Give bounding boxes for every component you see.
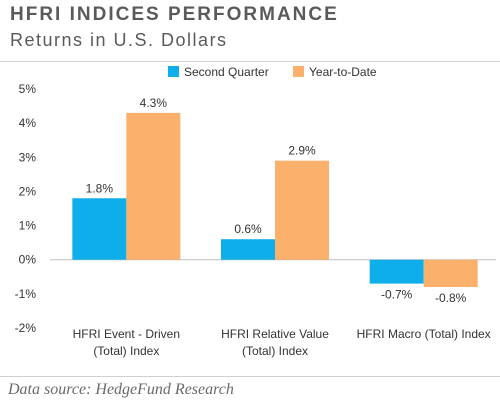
- bar: [423, 259, 478, 288]
- legend-swatch: [168, 66, 179, 77]
- y-tick-label: 4%: [19, 116, 37, 130]
- bar: [126, 112, 181, 260]
- data-label: -0.8%: [435, 291, 467, 305]
- data-label: -0.7%: [381, 288, 413, 302]
- bar: [275, 160, 329, 260]
- category-label: HFRI Event - Driven: [73, 327, 180, 341]
- chart-title: HFRI INDICES PERFORMANCE: [10, 4, 339, 25]
- data-source-note: Data source: HedgeFund Research: [8, 381, 234, 398]
- bar: [72, 198, 127, 260]
- bar: [221, 239, 275, 260]
- legend-label: Second Quarter: [184, 65, 269, 79]
- y-tick-label: 2%: [19, 184, 37, 198]
- y-tick-label: 1%: [19, 219, 37, 233]
- data-label: 0.6%: [234, 222, 262, 236]
- legend-swatch: [293, 66, 304, 77]
- bar-chart: 5% 4% 3% 2% 1% 0% -1% -2% Second Quarter Year-to-…: [15, 65, 496, 358]
- chart-subtitle: Returns in U.S. Dollars: [10, 30, 228, 50]
- y-tick-label: 0%: [19, 253, 37, 267]
- category-label: HFRI Macro (Total) Index: [357, 327, 491, 341]
- y-tick-label: -2%: [15, 321, 37, 335]
- category-label: HFRI Relative Value: [221, 327, 329, 341]
- category-label: (Total) Index: [93, 344, 159, 358]
- category-label: (Total) Index: [242, 344, 308, 358]
- chart-panel: 5% 4% 3% 2% 1% 0% -1% -2% Second Quarter Year-to-…: [0, 61, 500, 377]
- bar: [369, 259, 424, 284]
- data-label: 1.8%: [86, 181, 114, 195]
- legend-label: Year-to-Date: [309, 65, 377, 79]
- y-tick-label: 5%: [19, 82, 37, 96]
- data-label: 4.3%: [140, 96, 168, 110]
- y-tick-label: -1%: [15, 287, 37, 301]
- data-label: 2.9%: [288, 144, 316, 158]
- y-tick-label: 3%: [19, 150, 37, 164]
